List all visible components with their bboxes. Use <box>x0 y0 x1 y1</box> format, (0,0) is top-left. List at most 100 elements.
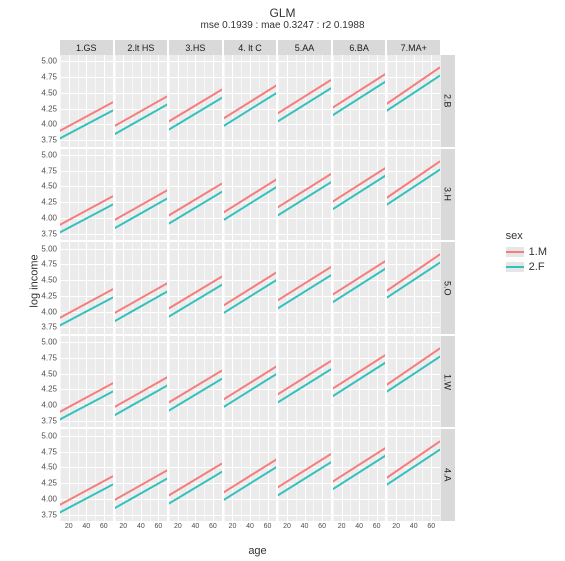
plot-subtitle: mse 0.1939 : mae 0.3247 : r2 0.1988 <box>0 20 565 31</box>
x-tick: 20 <box>338 521 346 530</box>
y-tick: 4.75 <box>41 353 60 362</box>
row-strip: 2.B <box>440 55 455 147</box>
y-tick: 4.25 <box>41 385 60 394</box>
y-tick: 3.75 <box>41 417 60 426</box>
y-tick: 4.25 <box>41 198 60 207</box>
panel <box>278 55 331 147</box>
panel: 3.754.004.254.504.755.00 <box>60 149 113 241</box>
x-tick: 60 <box>318 521 326 530</box>
x-axis-label: age <box>60 545 455 557</box>
x-tick: 20 <box>65 521 73 530</box>
panel <box>278 149 331 241</box>
x-tick: 20 <box>283 521 291 530</box>
panel <box>169 336 222 428</box>
y-tick: 4.00 <box>41 120 60 129</box>
x-tick: 60 <box>100 521 108 530</box>
legend-label: 2.F <box>529 261 545 273</box>
y-tick: 4.50 <box>41 182 60 191</box>
y-tick: 5.00 <box>41 244 60 253</box>
panel <box>278 242 331 334</box>
x-tick: 40 <box>355 521 363 530</box>
y-tick: 3.75 <box>41 229 60 238</box>
x-tick: 60 <box>264 521 272 530</box>
legend-title: sex <box>506 230 547 242</box>
panel <box>169 242 222 334</box>
panel <box>387 336 440 428</box>
figure: GLM mse 0.1939 : mae 0.3247 : r2 0.1988 … <box>0 0 565 561</box>
panel: 204060 <box>115 429 168 521</box>
panel <box>224 336 277 428</box>
x-tick: 40 <box>82 521 90 530</box>
facet-grid: 1.GS2.lt HS3.HS4. lt C5.AA6.BA7.MA+2.B 3.… <box>60 40 455 521</box>
panel: 204060 <box>387 429 440 521</box>
panel <box>224 55 277 147</box>
panel: 3.754.004.254.504.755.00 <box>60 336 113 428</box>
y-tick: 4.00 <box>41 494 60 503</box>
col-strip: 3.HS <box>169 40 222 55</box>
y-tick: 4.75 <box>41 447 60 456</box>
y-tick: 4.25 <box>41 479 60 488</box>
y-tick: 5.00 <box>41 57 60 66</box>
x-tick: 60 <box>154 521 162 530</box>
panel: 3.754.004.254.504.755.00204060 <box>60 429 113 521</box>
col-strip: 6.BA <box>333 40 386 55</box>
panel <box>115 242 168 334</box>
panel <box>387 149 440 241</box>
panel <box>387 55 440 147</box>
y-tick: 4.50 <box>41 276 60 285</box>
panel: 204060 <box>224 429 277 521</box>
panel <box>224 242 277 334</box>
panel: 3.754.004.254.504.755.00 <box>60 242 113 334</box>
y-tick: 4.50 <box>41 369 60 378</box>
col-strip: 1.GS <box>60 40 113 55</box>
y-tick: 3.75 <box>41 323 60 332</box>
y-tick: 4.75 <box>41 260 60 269</box>
col-strip: 4. lt C <box>224 40 277 55</box>
x-tick: 20 <box>392 521 400 530</box>
y-tick: 4.00 <box>41 401 60 410</box>
legend-label: 1.M <box>529 246 547 258</box>
col-strip: 2.lt HS <box>115 40 168 55</box>
y-tick: 4.00 <box>41 214 60 223</box>
y-tick: 4.50 <box>41 88 60 97</box>
y-tick: 4.00 <box>41 307 60 316</box>
x-tick: 60 <box>427 521 435 530</box>
y-tick: 5.00 <box>41 150 60 159</box>
x-tick: 40 <box>137 521 145 530</box>
legend-swatch-m <box>506 247 524 257</box>
col-strip: 7.MA+ <box>387 40 440 55</box>
x-tick: 20 <box>119 521 127 530</box>
x-tick: 20 <box>174 521 182 530</box>
panel: 204060 <box>169 429 222 521</box>
legend: sex 1.M 2.F <box>506 230 547 276</box>
legend-swatch-f <box>506 262 524 272</box>
panel <box>333 242 386 334</box>
y-tick: 5.00 <box>41 338 60 347</box>
panel <box>333 55 386 147</box>
legend-item: 1.M <box>506 246 547 258</box>
y-tick: 4.25 <box>41 291 60 300</box>
panel: 204060 <box>278 429 331 521</box>
plot-title: GLM <box>0 6 565 20</box>
col-strip: 5.AA <box>278 40 331 55</box>
row-strip: 4.A <box>440 429 455 521</box>
y-tick: 3.75 <box>41 510 60 519</box>
y-tick: 5.00 <box>41 431 60 440</box>
x-tick: 60 <box>373 521 381 530</box>
y-tick: 4.50 <box>41 463 60 472</box>
y-tick: 4.75 <box>41 166 60 175</box>
panel <box>224 149 277 241</box>
x-tick: 20 <box>229 521 237 530</box>
panel <box>333 149 386 241</box>
legend-item: 2.F <box>506 261 547 273</box>
y-axis-label: log income <box>29 254 41 307</box>
row-strip: 3.H <box>440 149 455 241</box>
y-tick: 3.75 <box>41 136 60 145</box>
row-strip: 5.O <box>440 242 455 334</box>
panel <box>115 55 168 147</box>
y-tick: 4.75 <box>41 73 60 82</box>
x-tick: 40 <box>192 521 200 530</box>
panel <box>278 336 331 428</box>
y-tick: 4.25 <box>41 104 60 113</box>
panel <box>387 242 440 334</box>
